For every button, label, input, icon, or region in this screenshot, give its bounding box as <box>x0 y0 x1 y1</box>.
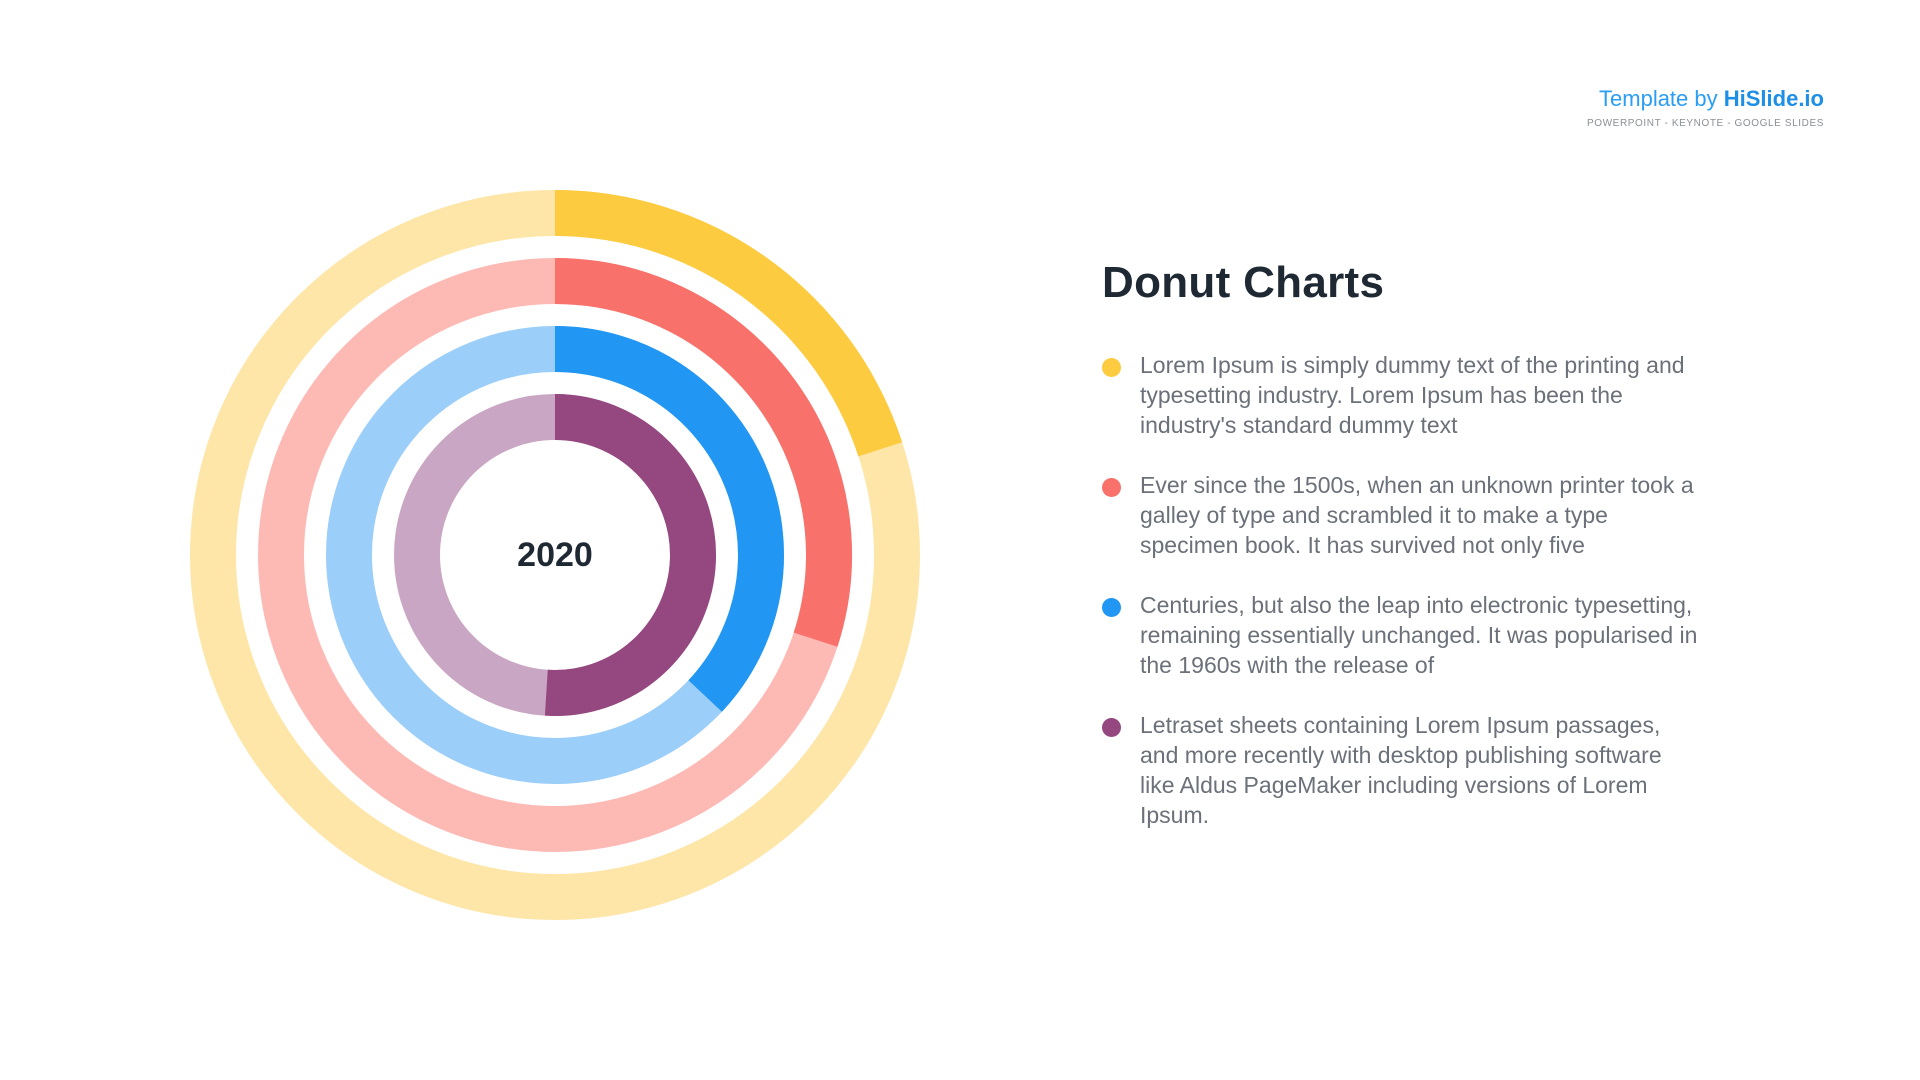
bullet-item-red: Ever since the 1500s, when an unknown pr… <box>1102 470 1702 560</box>
ring-value-arc-4[interactable] <box>544 394 716 716</box>
bullet-item-purple: Letraset sheets containing Lorem Ipsum p… <box>1102 710 1702 830</box>
blue-dot-icon <box>1102 598 1121 617</box>
bullet-text: Centuries, but also the leap into electr… <box>1140 592 1698 678</box>
brand-prefix: Template by <box>1599 86 1724 111</box>
brand-subtitle: POWERPOINT - KEYNOTE - GOOGLE SLIDES <box>1586 118 1824 129</box>
bullet-item-yellow: Lorem Ipsum is simply dummy text of the … <box>1102 350 1702 440</box>
bullet-item-blue: Centuries, but also the leap into electr… <box>1102 590 1702 680</box>
bullet-text: Letraset sheets containing Lorem Ipsum p… <box>1140 712 1662 828</box>
red-dot-icon <box>1102 478 1121 497</box>
ring-value-arc-3[interactable] <box>554 326 784 712</box>
center-year-label: 2020 <box>517 536 593 574</box>
donut-chart-svg: 2020 <box>190 190 920 920</box>
page-title: Donut Charts <box>1102 258 1385 307</box>
donut-rings <box>190 190 920 920</box>
bullet-list: Lorem Ipsum is simply dummy text of the … <box>1102 350 1702 830</box>
yellow-dot-icon <box>1102 358 1121 377</box>
purple-dot-icon <box>1102 718 1121 737</box>
brand-line: Template by HiSlide.io <box>1587 86 1824 112</box>
bullet-text: Lorem Ipsum is simply dummy text of the … <box>1140 352 1685 438</box>
ring-value-arc-1[interactable] <box>554 190 903 457</box>
branding: Template by HiSlide.io POWERPOINT - KEYN… <box>1587 86 1824 129</box>
bullet-text: Ever since the 1500s, when an unknown pr… <box>1140 472 1694 558</box>
donut-chart: 2020 <box>190 190 920 920</box>
brand-name[interactable]: HiSlide.io <box>1723 86 1824 111</box>
ring-value-arc-2[interactable] <box>554 258 852 647</box>
text-panel: Donut Charts Lorem Ipsum is simply dummy… <box>1102 258 1702 860</box>
